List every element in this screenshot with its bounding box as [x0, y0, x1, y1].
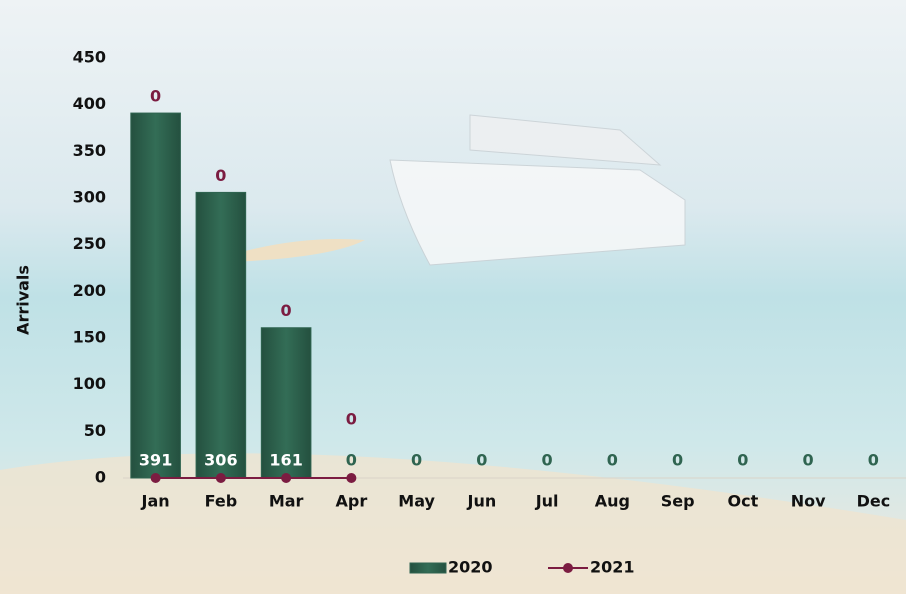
line-marker: [151, 473, 161, 483]
x-tick-label: Aug: [595, 492, 630, 511]
x-tick-label: Oct: [728, 492, 759, 511]
bar-value-label: 306: [204, 451, 237, 470]
bar: [131, 113, 181, 478]
bar-value-label: 0: [868, 451, 879, 470]
x-tick-label: Jun: [467, 492, 497, 511]
y-tick-label: 250: [73, 234, 106, 253]
y-tick-label: 50: [84, 421, 106, 440]
y-tick-label: 150: [73, 328, 106, 347]
bar-value-label: 0: [737, 451, 748, 470]
x-tick-label: Dec: [857, 492, 891, 511]
bar-value-label: 0: [346, 451, 357, 470]
y-tick-label: 350: [73, 141, 106, 160]
x-tick-label: Jan: [141, 492, 170, 511]
x-tick-label: Apr: [336, 492, 368, 511]
x-tick-label: Mar: [269, 492, 304, 511]
legend-label: 2021: [590, 558, 635, 577]
x-tick-label: Sep: [661, 492, 695, 511]
legend-swatch-marker: [563, 563, 573, 573]
y-tick-label: 300: [73, 188, 106, 207]
legend-swatch: [410, 563, 446, 573]
bar-value-label: 161: [269, 451, 302, 470]
x-tick-label: May: [398, 492, 435, 511]
x-tick-label: Jul: [535, 492, 559, 511]
bar-value-label: 0: [411, 451, 422, 470]
y-tick-label: 450: [73, 48, 106, 67]
y-axis-label: Arrivals: [14, 265, 33, 335]
bar-value-label: 0: [542, 451, 553, 470]
bar-value-label: 391: [139, 451, 172, 470]
y-tick-label: 200: [73, 281, 106, 300]
chart: Arrivals 2020 2021 0 50 100 150 200 250 300 350 4…: [0, 0, 906, 594]
line-value-label: 0: [150, 87, 161, 106]
bar-value-label: 0: [476, 451, 487, 470]
y-tick-label: 100: [73, 374, 106, 393]
bar-value-label: 0: [672, 451, 683, 470]
bar-value-label: 0: [607, 451, 618, 470]
x-tick-label: Feb: [205, 492, 238, 511]
line-marker: [281, 473, 291, 483]
line-marker: [216, 473, 226, 483]
line-marker: [346, 473, 356, 483]
bar: [196, 192, 246, 478]
y-tick-label: 400: [73, 94, 106, 113]
line-value-label: 0: [281, 301, 292, 320]
x-tick-label: Nov: [791, 492, 826, 511]
y-tick-label: 0: [95, 468, 106, 487]
legend-label: 2020: [448, 558, 493, 577]
line-value-label: 0: [346, 410, 357, 429]
line-value-label: 0: [215, 166, 226, 185]
bar-value-label: 0: [803, 451, 814, 470]
